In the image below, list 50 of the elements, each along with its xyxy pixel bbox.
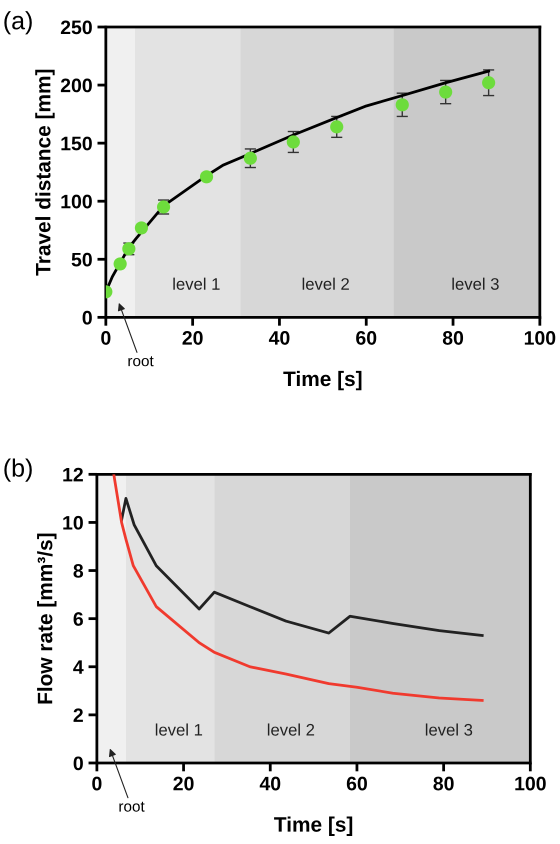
- band-label: root: [128, 356, 154, 366]
- band-label: level 2: [302, 278, 349, 290]
- x-tick-label: 20: [173, 776, 194, 790]
- point: [134, 221, 148, 235]
- x-tick-label: 40: [260, 776, 280, 790]
- x-axis-title: Time [s]: [274, 816, 352, 836]
- chart-title: (b): [4, 458, 32, 482]
- x-tick-label: 20: [182, 331, 203, 345]
- point: [244, 152, 257, 165]
- y-tick-label: 4: [73, 660, 84, 674]
- y-tick-label: 2: [74, 708, 83, 722]
- y-tick-label: 100: [61, 194, 92, 208]
- x-tick-label: 60: [346, 776, 367, 790]
- y-tick-label: 150: [61, 136, 92, 150]
- y-tick-label: 250: [60, 20, 92, 34]
- y-tick-label: 10: [63, 516, 83, 530]
- point: [439, 85, 452, 99]
- y-axis-title: Travel distance [mm]: [35, 70, 55, 276]
- y-axis-title: Flow rate [mm³/s]: [37, 534, 57, 704]
- y-tick-label: 0: [82, 310, 92, 325]
- x-tick-label: 100: [524, 331, 556, 345]
- x-tick-label: 80: [433, 776, 454, 790]
- point: [396, 98, 409, 112]
- y-tick-label: 0: [74, 756, 83, 770]
- band-label: level 1: [156, 723, 202, 736]
- point: [482, 76, 496, 90]
- x-axis-title: Time [s]: [283, 370, 362, 390]
- x-tick-label: 0: [92, 776, 102, 790]
- band-label: root: [119, 802, 145, 812]
- band-label: level 2: [268, 723, 314, 736]
- x-tick-label: 100: [515, 776, 546, 790]
- band-label: level 1: [173, 278, 220, 290]
- line-series: [112, 474, 484, 702]
- x-tick-label: 60: [356, 331, 376, 345]
- y-tick-label: 200: [60, 78, 92, 92]
- y-tick-label: 6: [74, 612, 83, 626]
- y-tick-label: 12: [63, 468, 83, 482]
- x-tick-label: 40: [268, 331, 290, 345]
- band-label: level 3: [426, 723, 472, 736]
- point: [200, 170, 214, 184]
- line-series: [120, 496, 484, 637]
- point: [286, 135, 300, 149]
- x-tick-label: 80: [442, 331, 464, 345]
- point: [330, 120, 344, 134]
- y-tick-label: 50: [72, 252, 92, 267]
- x-tick-label: 0: [101, 331, 110, 345]
- chart-title: (a): [4, 11, 32, 34]
- y-tick-label: 8: [73, 564, 84, 578]
- band-label: level 3: [452, 278, 499, 290]
- point: [114, 257, 127, 271]
